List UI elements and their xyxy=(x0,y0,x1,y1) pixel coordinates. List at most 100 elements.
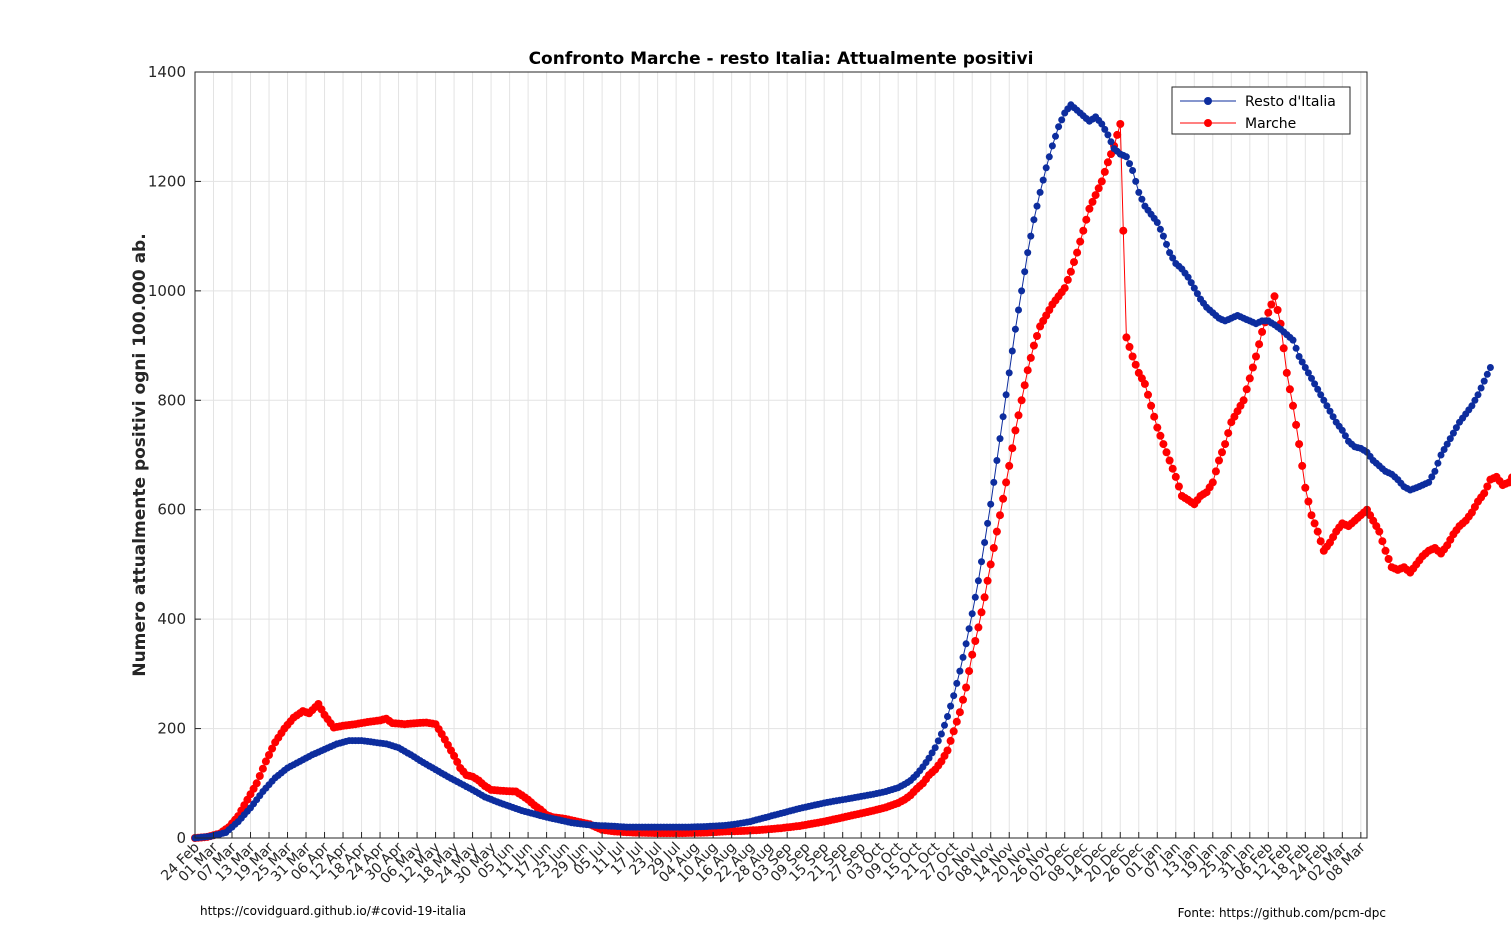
y-axis-label: Numero attualmente positivi ogni 100.000… xyxy=(130,233,150,676)
data-point xyxy=(1055,123,1063,131)
data-point xyxy=(1008,444,1017,453)
y-tick-label: 600 xyxy=(157,501,186,519)
data-point xyxy=(1027,232,1035,240)
data-point xyxy=(1021,268,1029,276)
data-point xyxy=(1024,249,1032,257)
data-point xyxy=(1159,232,1167,240)
data-point xyxy=(1023,366,1032,375)
data-point xyxy=(1128,352,1137,361)
data-point xyxy=(1289,401,1297,410)
credit-url: https://covidguard.github.io/#covid-19-i… xyxy=(200,904,467,918)
data-point xyxy=(1221,440,1230,449)
data-point xyxy=(949,727,958,736)
data-point xyxy=(1224,429,1233,438)
data-point xyxy=(1452,424,1460,432)
data-point xyxy=(1082,215,1091,224)
data-point xyxy=(990,478,998,486)
data-point xyxy=(1073,248,1082,257)
data-point xyxy=(1471,396,1479,404)
data-point xyxy=(934,737,942,745)
data-point xyxy=(1304,497,1313,506)
data-point xyxy=(1129,167,1137,174)
data-point xyxy=(1100,167,1109,176)
data-point xyxy=(1242,385,1251,394)
data-point xyxy=(1131,360,1140,369)
data-point xyxy=(1052,132,1059,140)
data-point xyxy=(1314,385,1322,393)
data-point xyxy=(1138,195,1146,203)
data-point xyxy=(986,560,995,569)
data-point xyxy=(1162,448,1171,457)
data-point xyxy=(1310,519,1319,528)
data-point xyxy=(1443,440,1451,448)
data-point xyxy=(1483,482,1492,491)
data-point xyxy=(1070,258,1078,267)
data-point xyxy=(1079,226,1088,235)
data-point xyxy=(1033,202,1041,210)
data-point xyxy=(1248,363,1257,372)
data-point xyxy=(1091,191,1100,200)
series-resto-italia xyxy=(191,101,1494,842)
data-point xyxy=(1282,368,1291,377)
data-point xyxy=(1301,364,1309,371)
data-point xyxy=(1425,478,1433,486)
data-point xyxy=(1384,555,1393,563)
data-point xyxy=(1048,142,1056,150)
data-point xyxy=(944,713,951,720)
data-point xyxy=(1320,396,1328,404)
data-point xyxy=(1058,116,1066,124)
data-point xyxy=(1015,306,1022,314)
data-point xyxy=(1097,177,1106,186)
data-point xyxy=(1002,391,1010,399)
data-point xyxy=(1030,216,1038,224)
data-point xyxy=(1316,537,1325,546)
y-tick-label: 0 xyxy=(176,829,186,847)
data-point xyxy=(453,757,462,766)
data-point xyxy=(1338,426,1346,434)
data-point xyxy=(962,683,971,692)
data-point xyxy=(1258,327,1267,336)
data-point xyxy=(1107,138,1115,146)
data-point xyxy=(1273,306,1282,314)
data-point xyxy=(1307,511,1316,520)
series-layer xyxy=(191,101,1511,842)
data-point xyxy=(996,511,1004,520)
data-point xyxy=(968,650,977,659)
data-point xyxy=(1190,284,1198,292)
data-point xyxy=(968,610,976,618)
data-point xyxy=(983,576,992,585)
data-point xyxy=(1215,456,1223,465)
data-point xyxy=(962,640,970,648)
data-point xyxy=(1184,273,1192,281)
data-point xyxy=(1434,459,1442,467)
data-point xyxy=(1014,411,1023,420)
data-point xyxy=(928,749,936,757)
data-point xyxy=(1063,275,1072,284)
data-point xyxy=(1060,284,1069,293)
data-point xyxy=(1437,451,1445,459)
data-point xyxy=(1039,176,1047,184)
data-point xyxy=(980,593,989,602)
data-point xyxy=(1208,478,1217,487)
data-point xyxy=(1193,290,1201,298)
data-point xyxy=(955,708,964,717)
data-point xyxy=(1171,472,1180,481)
data-point xyxy=(953,679,961,687)
data-point xyxy=(1113,130,1122,139)
data-point xyxy=(1107,150,1115,159)
data-point xyxy=(925,754,933,762)
data-point xyxy=(971,637,980,645)
data-point xyxy=(1375,527,1384,536)
data-point xyxy=(1020,381,1029,390)
data-point xyxy=(1116,120,1125,128)
data-point xyxy=(1018,287,1026,295)
data-point xyxy=(1289,336,1297,344)
data-point xyxy=(1468,402,1476,410)
data-point xyxy=(1126,160,1133,168)
data-point xyxy=(1135,188,1143,196)
data-point xyxy=(941,721,948,729)
data-point xyxy=(1165,456,1174,465)
y-tick-label: 1400 xyxy=(148,63,186,81)
data-point xyxy=(1267,300,1276,309)
